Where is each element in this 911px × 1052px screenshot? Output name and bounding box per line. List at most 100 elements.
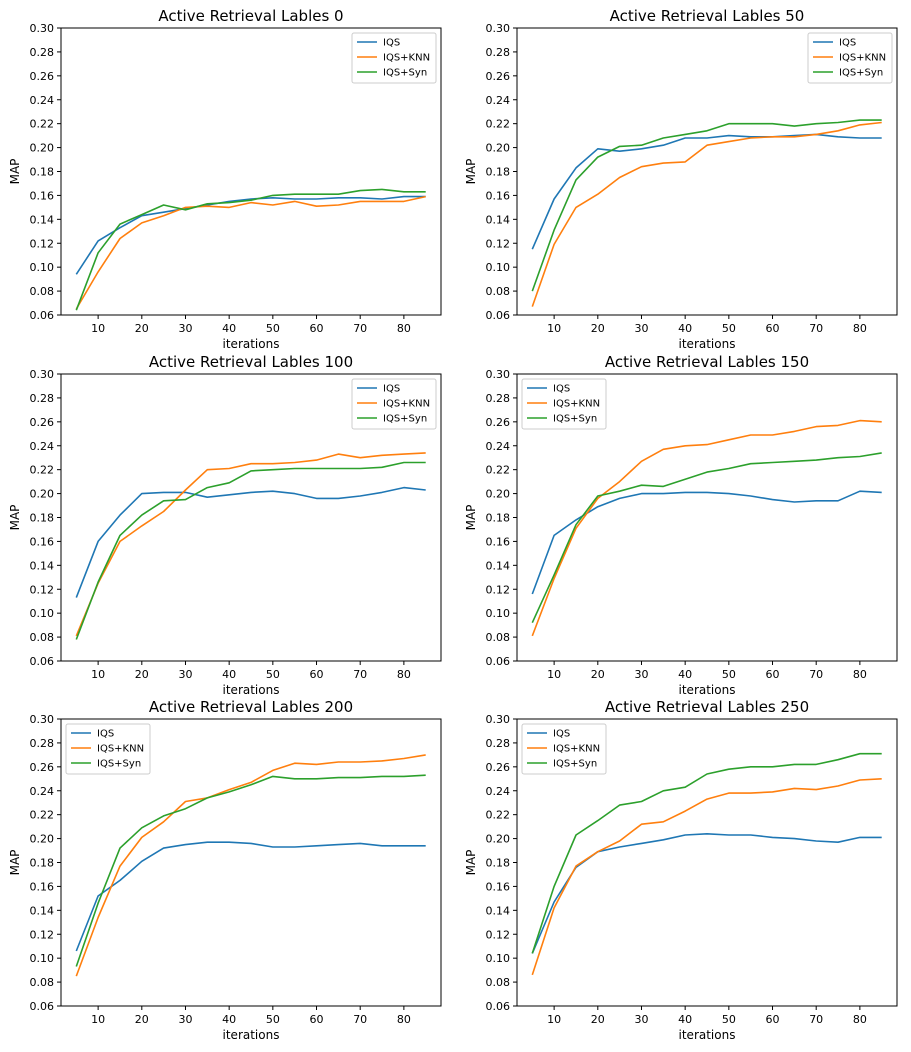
x-tick-label: 10 xyxy=(91,1013,105,1026)
series-line-iqs-knn xyxy=(531,121,882,307)
y-tick-label: 0.28 xyxy=(30,737,55,750)
legend-label: IQS+Syn xyxy=(839,68,883,79)
x-tick-label: 70 xyxy=(809,668,823,681)
series-line-iqs xyxy=(75,486,426,598)
y-tick-label: 0.24 xyxy=(486,94,511,107)
x-tick-label: 50 xyxy=(266,322,280,335)
x-tick-label: 80 xyxy=(853,1013,867,1026)
y-tick-label: 0.26 xyxy=(486,416,511,429)
y-tick-label: 0.24 xyxy=(486,440,511,453)
x-tick-label: 40 xyxy=(222,1013,236,1026)
y-tick-label: 0.20 xyxy=(30,142,55,155)
y-tick-label: 0.20 xyxy=(486,488,511,501)
subplot-0: Active Retrieval Lables 0 0.06 0.08 0.10 0.1… xyxy=(8,7,442,351)
chart-title: Active Retrieval Lables 50 xyxy=(610,7,805,25)
x-tick-label: 60 xyxy=(766,322,780,335)
legend-label: IQS xyxy=(839,38,856,49)
y-tick-label: 0.18 xyxy=(30,512,55,525)
x-tick-label: 20 xyxy=(135,1013,149,1026)
y-tick-label: 0.08 xyxy=(30,285,55,298)
legend-label: IQS xyxy=(383,38,400,49)
series-line-iqs-syn xyxy=(75,461,426,640)
y-tick-label: 0.10 xyxy=(486,952,511,965)
y-tick-label: 0.28 xyxy=(486,737,511,750)
legend-label: IQS xyxy=(553,729,570,740)
series-line-iqs-knn xyxy=(531,778,882,976)
y-tick-label: 0.16 xyxy=(486,535,511,548)
y-tick-label: 0.20 xyxy=(30,833,55,846)
y-tick-label: 0.28 xyxy=(30,46,55,59)
legend: IQS IQS+KNN IQS+Syn xyxy=(351,32,437,84)
y-tick-label: 0.26 xyxy=(30,416,55,429)
chart-title: Active Retrieval Lables 0 xyxy=(158,7,343,25)
x-tick-label: 30 xyxy=(178,668,192,681)
y-tick-label: 0.14 xyxy=(30,904,55,917)
chart-title: Active Retrieval Lables 100 xyxy=(149,353,353,371)
y-tick-label: 0.30 xyxy=(30,713,55,726)
x-tick-label: 80 xyxy=(853,668,867,681)
plot-frame xyxy=(60,718,442,1007)
x-tick-label: 60 xyxy=(766,668,780,681)
legend-label: IQS+Syn xyxy=(383,414,427,425)
x-tick-label: 40 xyxy=(222,322,236,335)
x-axis-label: iterations xyxy=(223,1028,280,1042)
legend-label: IQS+Syn xyxy=(553,414,597,425)
y-axis-label: MAP xyxy=(8,850,22,876)
y-tick-label: 0.26 xyxy=(486,70,511,83)
legend-label: IQS xyxy=(97,729,114,740)
y-tick-label: 0.12 xyxy=(486,583,511,596)
series-line-iqs-syn xyxy=(75,188,426,311)
y-tick-label: 0.14 xyxy=(486,904,511,917)
y-tick-label: 0.08 xyxy=(486,976,511,989)
y-axis-label: MAP xyxy=(464,850,478,876)
x-tick-label: 10 xyxy=(91,668,105,681)
y-axis-label: MAP xyxy=(8,505,22,531)
y-tick-label: 0.26 xyxy=(30,70,55,83)
y-tick-label: 0.22 xyxy=(30,809,55,822)
chart-title: Active Retrieval Lables 200 xyxy=(149,698,353,716)
x-tick-label: 60 xyxy=(766,1013,780,1026)
x-axis-label: iterations xyxy=(223,683,280,697)
y-tick-label: 0.14 xyxy=(30,559,55,572)
y-tick-label: 0.06 xyxy=(486,1000,511,1013)
x-tick-label: 40 xyxy=(222,668,236,681)
x-tick-label: 80 xyxy=(397,322,411,335)
x-tick-label: 60 xyxy=(310,1013,324,1026)
y-tick-label: 0.28 xyxy=(30,392,55,405)
y-tick-label: 0.14 xyxy=(486,559,511,572)
y-tick-label: 0.08 xyxy=(486,285,511,298)
x-tick-label: 30 xyxy=(178,322,192,335)
x-tick-label: 50 xyxy=(722,322,736,335)
series-line-iqs-syn xyxy=(531,452,882,624)
y-tick-label: 0.22 xyxy=(486,809,511,822)
x-tick-label: 10 xyxy=(547,322,561,335)
y-tick-label: 0.24 xyxy=(486,785,511,798)
y-tick-label: 0.10 xyxy=(486,261,511,274)
y-tick-label: 0.22 xyxy=(486,464,511,477)
y-tick-label: 0.14 xyxy=(486,213,511,226)
series-line-iqs-syn xyxy=(75,774,426,967)
legend-box xyxy=(521,378,607,430)
y-tick-label: 0.20 xyxy=(486,142,511,155)
legend: IQS IQS+KNN IQS+Syn xyxy=(521,723,607,775)
subplot-2: Active Retrieval Lables 100 0.06 0.08 0.10 0… xyxy=(8,353,442,697)
y-axis-label: MAP xyxy=(464,159,478,185)
legend-label: IQS+KNN xyxy=(553,399,600,410)
plot-frame xyxy=(60,373,442,662)
x-tick-label: 70 xyxy=(809,1013,823,1026)
y-tick-label: 0.18 xyxy=(486,857,511,870)
legend-label: IQS xyxy=(553,384,570,395)
y-tick-label: 0.28 xyxy=(486,392,511,405)
y-tick-label: 0.26 xyxy=(30,761,55,774)
series-line-iqs-knn xyxy=(75,452,426,637)
y-tick-label: 0.30 xyxy=(486,713,511,726)
x-tick-label: 80 xyxy=(853,322,867,335)
x-tick-label: 50 xyxy=(722,1013,736,1026)
series-line-iqs-knn xyxy=(531,419,882,637)
plot-frame xyxy=(516,27,898,316)
legend-label: IQS+KNN xyxy=(383,399,430,410)
legend-box xyxy=(351,32,437,84)
x-tick-label: 10 xyxy=(547,668,561,681)
y-tick-label: 0.06 xyxy=(486,655,511,668)
